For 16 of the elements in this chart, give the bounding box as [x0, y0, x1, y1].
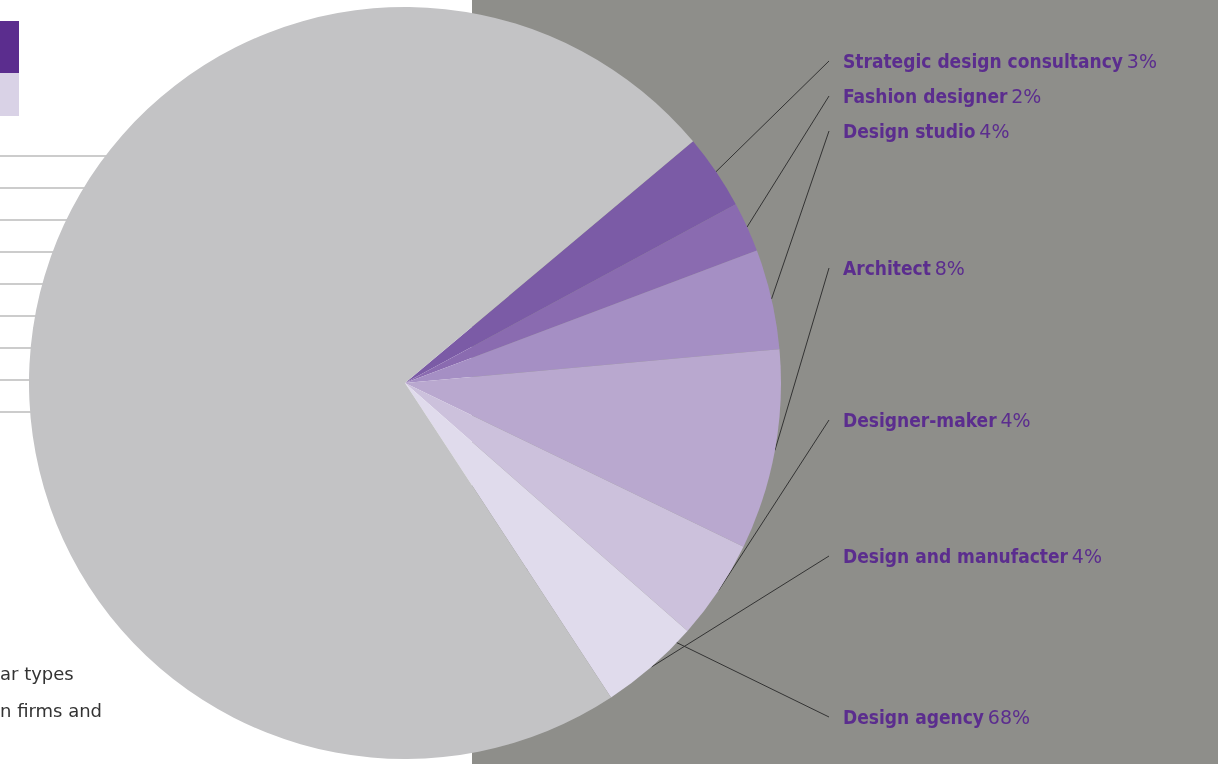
data-label: 8% — [934, 257, 965, 279]
slice-label: Architect — [843, 257, 931, 279]
slice-label: Design agency — [843, 706, 984, 728]
slice-label: Strategic design consultancy — [843, 50, 1124, 72]
data-label: 4% — [979, 120, 1010, 142]
slice-label: Designer-maker — [843, 409, 998, 431]
data-label: 4% — [1071, 545, 1103, 567]
text: n firms and — [0, 699, 103, 721]
text: ar types — [0, 662, 74, 684]
slice-label: Fashion designer — [843, 85, 1009, 107]
data-label: 3% — [1126, 50, 1157, 72]
data-label: 68% — [987, 706, 1031, 728]
data-label: 4% — [1000, 409, 1031, 431]
data-label: 2% — [1011, 85, 1042, 107]
slice-label: Design studio — [843, 120, 976, 142]
slice-label: Design and manufacter — [843, 545, 1069, 567]
